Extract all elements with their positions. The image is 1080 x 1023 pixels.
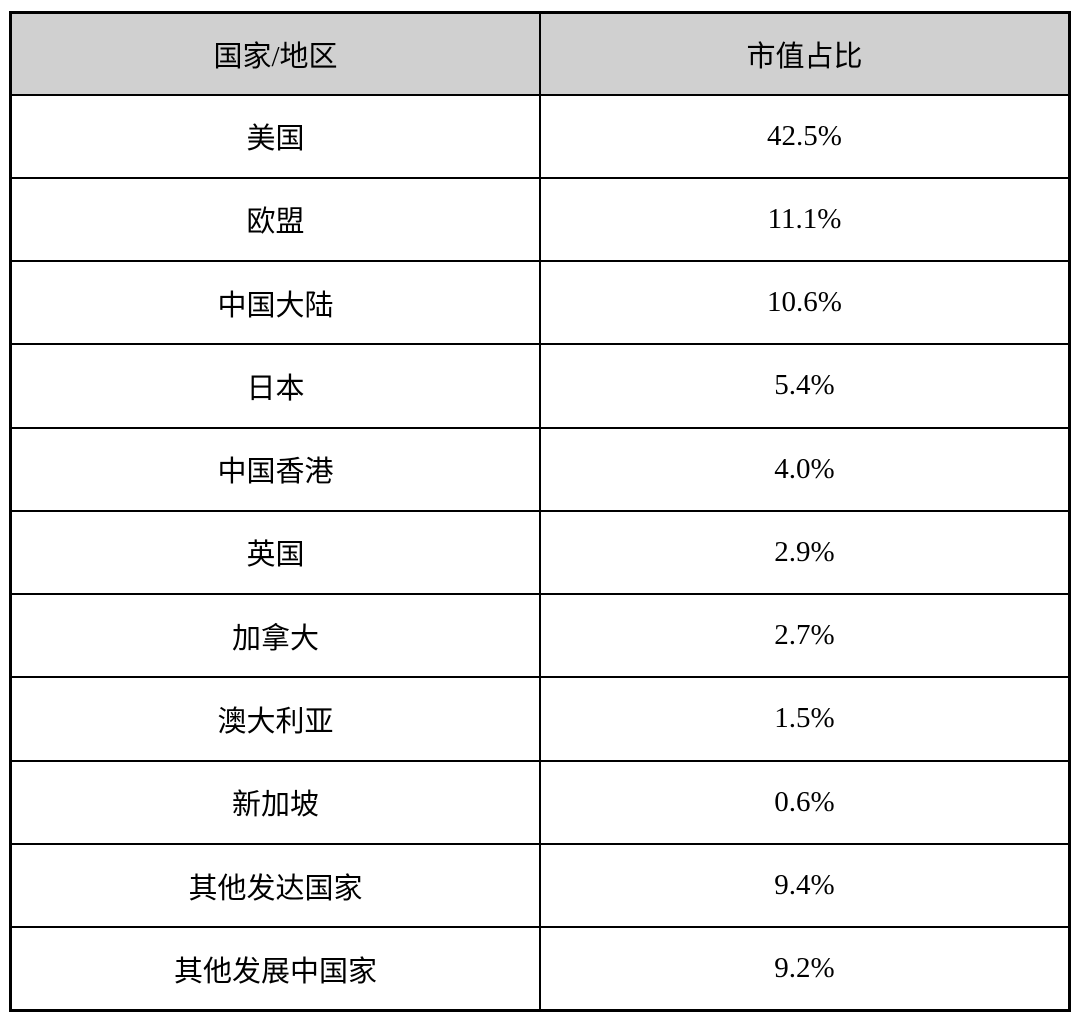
share-cell: 9.4% [539,842,1071,929]
share-cell: 11.1% [539,176,1071,263]
share-cell: 2.7% [539,593,1071,679]
region-cell: 美国 [9,93,541,179]
table-row: 其他发达国家 9.4% [9,842,1071,929]
region-cell: 欧盟 [9,176,541,263]
table-row: 中国大陆 10.6% [9,260,1071,346]
table-row: 日本 5.4% [9,343,1071,429]
table-row: 其他发展中国家 9.2% [9,926,1071,1012]
table-row: 英国 2.9% [9,509,1071,596]
table-row: 澳大利亚 1.5% [9,676,1071,762]
region-cell: 英国 [9,509,541,596]
table-row: 中国香港 4.0% [9,426,1071,512]
region-cell: 日本 [9,343,541,429]
share-cell: 10.6% [539,260,1071,346]
market-cap-share-table: 国家/地区 市值占比 美国 42.5% 欧盟 11.1% 中国大陆 10.6% … [9,11,1071,1012]
region-cell: 其他发达国家 [9,842,541,929]
table-row: 新加坡 0.6% [9,759,1071,845]
table-header-row: 国家/地区 市值占比 [9,11,1071,96]
region-cell: 中国大陆 [9,260,541,346]
share-cell: 9.2% [539,926,1071,1012]
table-body: 美国 42.5% 欧盟 11.1% 中国大陆 10.6% 日本 5.4% 中国香… [9,93,1071,1012]
region-cell: 其他发展中国家 [9,926,541,1012]
table-row: 欧盟 11.1% [9,176,1071,263]
header-cell-region: 国家/地区 [9,11,541,96]
share-cell: 0.6% [539,759,1071,845]
table-row: 加拿大 2.7% [9,593,1071,679]
region-cell: 新加坡 [9,759,541,845]
header-cell-share: 市值占比 [539,11,1071,96]
region-cell: 加拿大 [9,593,541,679]
table-row: 美国 42.5% [9,93,1071,179]
share-cell: 5.4% [539,343,1071,429]
share-cell: 1.5% [539,676,1071,762]
share-cell: 42.5% [539,93,1071,179]
region-cell: 中国香港 [9,426,541,512]
share-cell: 4.0% [539,426,1071,512]
share-cell: 2.9% [539,509,1071,596]
region-cell: 澳大利亚 [9,676,541,762]
table-header: 国家/地区 市值占比 [9,11,1071,96]
